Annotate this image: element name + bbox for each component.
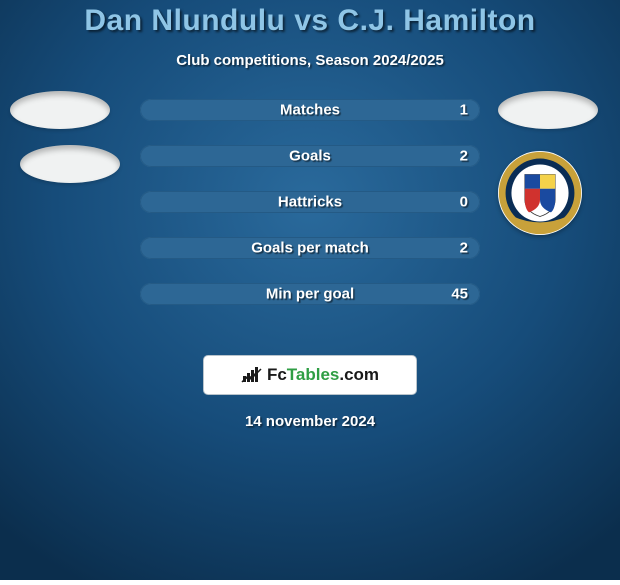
stat-bars: Matches 1 Goals 2 Hattricks 0 Goals per match 2…	[140, 99, 480, 305]
stat-bar-value: 2	[460, 240, 468, 257]
left-player-badge-2	[20, 145, 120, 183]
brand-text-part: .com	[339, 365, 379, 384]
stat-bar-label: Min per goal	[266, 286, 354, 303]
stat-bar-row: Goals 2	[140, 145, 480, 167]
stat-bar-row: Matches 1	[140, 99, 480, 121]
club-crest-icon	[498, 151, 582, 235]
stat-bar-label: Hattricks	[278, 194, 342, 211]
placeholder-ellipse-icon	[498, 91, 598, 129]
compare-area: Matches 1 Goals 2 Hattricks 0 Goals per match 2…	[0, 71, 620, 331]
comparison-title: Dan Nlundulu vs C.J. Hamilton	[84, 4, 535, 38]
stat-bar-row: Hattricks 0	[140, 191, 480, 213]
stat-bar-row: Min per goal 45	[140, 283, 480, 305]
stat-bar-row: Goals per match 2	[140, 237, 480, 259]
stat-bar-label: Goals per match	[251, 240, 369, 257]
brand-text: FcTables.com	[267, 365, 379, 385]
stat-bar-value: 2	[460, 148, 468, 165]
right-club-crest	[490, 143, 590, 243]
brand-text-part: Tables	[287, 365, 340, 384]
stat-bar-value: 1	[460, 102, 468, 119]
bar-chart-icon	[241, 366, 263, 384]
brand-text-part: Fc	[267, 365, 287, 384]
brand-badge: FcTables.com	[203, 355, 417, 395]
stat-bar-value: 0	[460, 194, 468, 211]
placeholder-ellipse-icon	[10, 91, 110, 129]
stat-bar-value: 45	[451, 286, 468, 303]
stat-bar-label: Matches	[280, 102, 340, 119]
placeholder-ellipse-icon	[20, 145, 120, 183]
left-player-badge-1	[10, 91, 110, 129]
right-player-badge	[498, 91, 598, 129]
comparison-subtitle: Club competitions, Season 2024/2025	[176, 52, 444, 69]
snapshot-date: 14 november 2024	[245, 413, 375, 430]
stat-bar-label: Goals	[289, 148, 331, 165]
